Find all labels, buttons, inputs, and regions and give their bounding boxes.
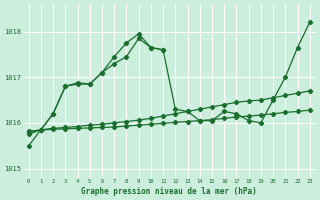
X-axis label: Graphe pression niveau de la mer (hPa): Graphe pression niveau de la mer (hPa): [81, 187, 257, 196]
